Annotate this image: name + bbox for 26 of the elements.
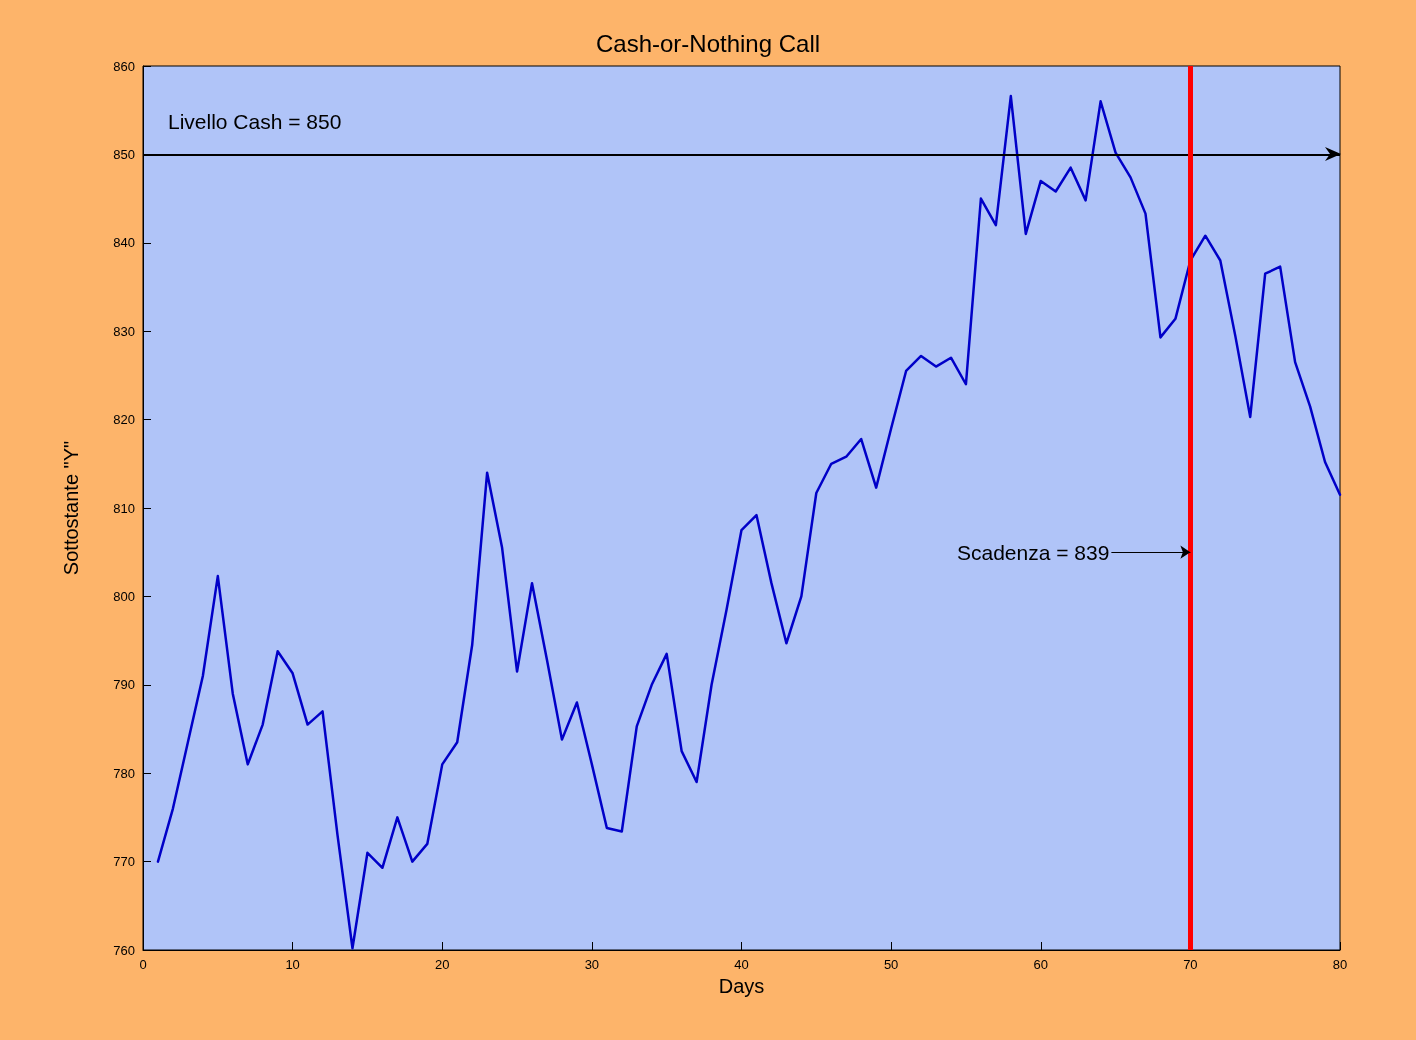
x-tick-label: 20 bbox=[435, 957, 450, 972]
y-tick-label: 840 bbox=[113, 235, 135, 251]
ref-line-label: Livello Cash = 850 bbox=[168, 110, 342, 134]
y-tick-label: 830 bbox=[113, 323, 135, 339]
y-tick-label: 780 bbox=[113, 765, 135, 781]
y-tick-label: 790 bbox=[113, 677, 135, 693]
x-tick-label: 60 bbox=[1033, 957, 1048, 972]
y-tick-label: 800 bbox=[113, 588, 135, 604]
chart-title: Cash-or-Nothing Call bbox=[595, 29, 821, 57]
y-tick-label: 860 bbox=[113, 58, 135, 74]
x-tick-label: 10 bbox=[285, 957, 300, 972]
x-tick-label: 50 bbox=[883, 957, 899, 972]
y-tick-label: 810 bbox=[113, 500, 135, 516]
x-tick-label: 40 bbox=[734, 957, 749, 972]
y-tick-label: 820 bbox=[113, 412, 135, 428]
y-tick-label: 760 bbox=[113, 942, 135, 958]
line-series bbox=[156, 94, 1342, 950]
annotation: Scadenza = 839 bbox=[957, 540, 1110, 564]
x-tick-label: 0 bbox=[139, 957, 147, 972]
y-axis-title: Sottostante "Y" bbox=[60, 440, 82, 576]
x-tick-label: 30 bbox=[584, 957, 600, 972]
x-tick-label: 70 bbox=[1183, 957, 1198, 972]
x-tick-label: 80 bbox=[1332, 957, 1348, 972]
x-axis-title: Days bbox=[718, 975, 765, 997]
y-tick-label: 770 bbox=[113, 854, 135, 870]
y-tick-label: 850 bbox=[113, 146, 135, 162]
